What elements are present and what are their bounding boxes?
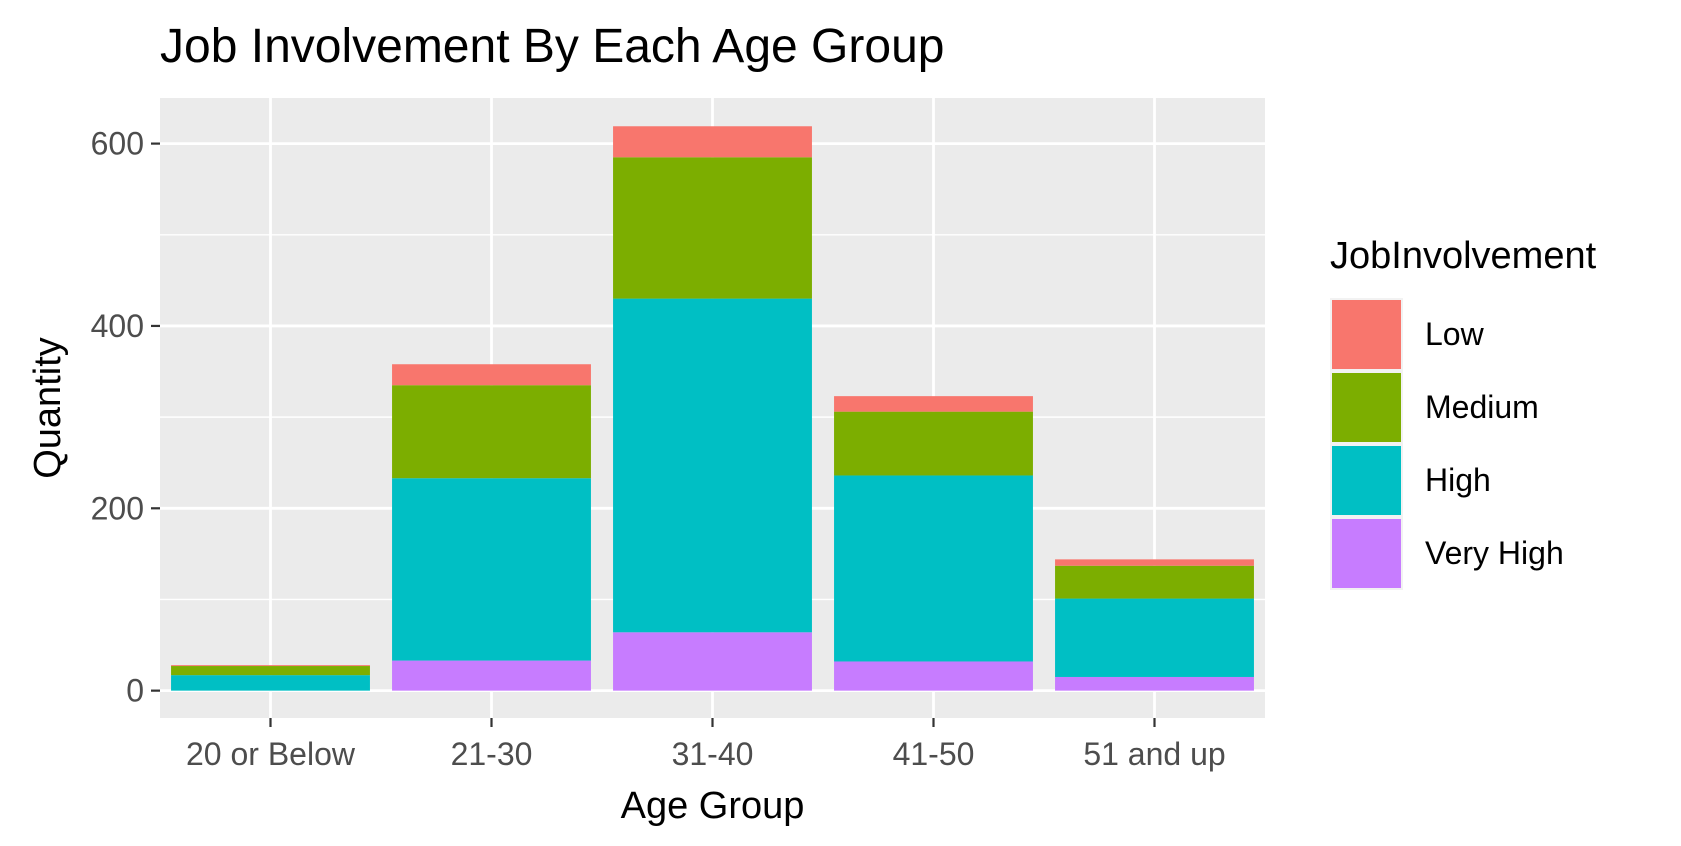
bar-segment-high	[834, 475, 1033, 662]
bar-segment-high	[171, 675, 370, 691]
legend-label: Medium	[1425, 389, 1539, 425]
bar-segment-low	[613, 126, 812, 158]
y-axis: 0 200 400 600	[91, 126, 160, 709]
legend: JobInvolvement Low Medium High Very High	[1330, 235, 1597, 590]
legend-swatch-high	[1332, 446, 1401, 515]
legend-label: High	[1425, 462, 1491, 498]
bar-segment-high	[1055, 598, 1254, 677]
legend-label: Low	[1425, 316, 1485, 352]
legend-label: Very High	[1425, 535, 1564, 571]
bar-segment-medium	[613, 157, 812, 299]
bar-segment-very-high	[834, 661, 1033, 691]
bar-segment-very-high	[1055, 676, 1254, 691]
bar-segment-medium	[171, 666, 370, 676]
y-tick-label: 0	[126, 673, 144, 709]
bar-segment-medium	[1055, 565, 1254, 599]
y-tick-label: 600	[91, 126, 144, 162]
x-tick-label: 21-30	[451, 736, 533, 772]
y-axis-title: Quantity	[27, 337, 69, 479]
x-tick-label: 41-50	[893, 736, 975, 772]
bar-segment-low	[171, 665, 370, 667]
bar-segment-low	[834, 396, 1033, 412]
x-tick-label: 51 and up	[1083, 736, 1225, 772]
bar-segment-high	[613, 298, 812, 633]
legend-title: JobInvolvement	[1330, 235, 1597, 277]
legend-swatch-low	[1332, 300, 1401, 369]
x-axis: 20 or Below 21-30 31-40 41-50 51 and up	[186, 718, 1226, 772]
legend-swatch-very-high	[1332, 519, 1401, 588]
y-tick-label: 400	[91, 308, 144, 344]
bar-segment-very-high	[392, 660, 591, 691]
chart-title: Job Involvement By Each Age Group	[160, 20, 944, 73]
bars	[171, 126, 1254, 691]
y-tick-label: 200	[91, 490, 144, 526]
bar-segment-medium	[834, 411, 1033, 476]
bar-segment-low	[1055, 559, 1254, 566]
bar-segment-low	[392, 364, 591, 386]
x-tick-label: 31-40	[672, 736, 754, 772]
bar-segment-medium	[392, 385, 591, 479]
bar-segment-very-high	[613, 632, 812, 691]
bar-segment-high	[392, 478, 591, 661]
legend-swatch-medium	[1332, 373, 1401, 442]
x-tick-label: 20 or Below	[186, 736, 356, 772]
x-axis-title: Age Group	[621, 785, 805, 827]
